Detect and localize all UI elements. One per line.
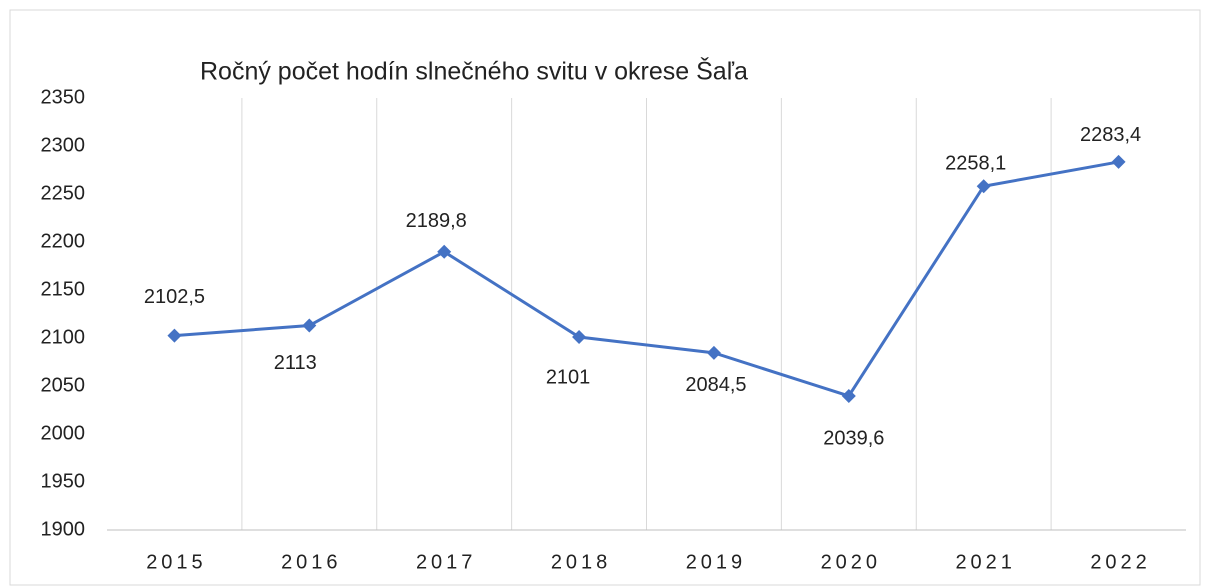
- data-label: 2102,5: [144, 286, 205, 308]
- marker: [167, 328, 182, 343]
- y-tick-label: 2100: [41, 326, 86, 348]
- marker: [572, 330, 587, 345]
- y-tick-label: 2350: [41, 86, 86, 108]
- y-tick-label: 2000: [41, 422, 86, 444]
- x-tick-label: 2020: [821, 551, 882, 573]
- data-label: 2084,5: [685, 374, 746, 396]
- data-label: 2283,4: [1080, 124, 1141, 146]
- x-tick-label: 2017: [416, 551, 477, 573]
- chart-title: Ročný počet hodín slnečného svitu v okre…: [200, 57, 748, 86]
- marker: [1111, 154, 1126, 169]
- x-tick-label: 2015: [146, 551, 207, 573]
- marker: [302, 318, 317, 333]
- x-tick-label: 2016: [281, 551, 342, 573]
- y-tick-label: 2200: [41, 230, 86, 252]
- x-tick-label: 2018: [551, 551, 612, 573]
- y-tick-label: 1900: [41, 518, 86, 540]
- data-label: 2101: [546, 366, 591, 388]
- marker: [841, 388, 856, 403]
- marker: [437, 244, 452, 259]
- y-tick-label: 2250: [41, 182, 86, 204]
- x-tick-label: 2022: [1090, 551, 1151, 573]
- y-tick-label: 2050: [41, 374, 86, 396]
- x-tick-label: 2021: [955, 551, 1016, 573]
- data-label: 2039,6: [823, 427, 884, 449]
- line: [174, 160, 1119, 398]
- data-label: 2189,8: [406, 210, 467, 232]
- y-tick-label: 2300: [41, 134, 86, 156]
- y-tick-label: 1950: [41, 470, 86, 492]
- data-label: 2113: [274, 352, 317, 374]
- x-tick-label: 2019: [686, 551, 747, 573]
- chart-frame: [9, 9, 1201, 586]
- marker: [706, 345, 721, 360]
- marker: [976, 179, 991, 194]
- y-tick-label: 2150: [41, 278, 86, 300]
- data-label: 2258,1: [945, 153, 1006, 175]
